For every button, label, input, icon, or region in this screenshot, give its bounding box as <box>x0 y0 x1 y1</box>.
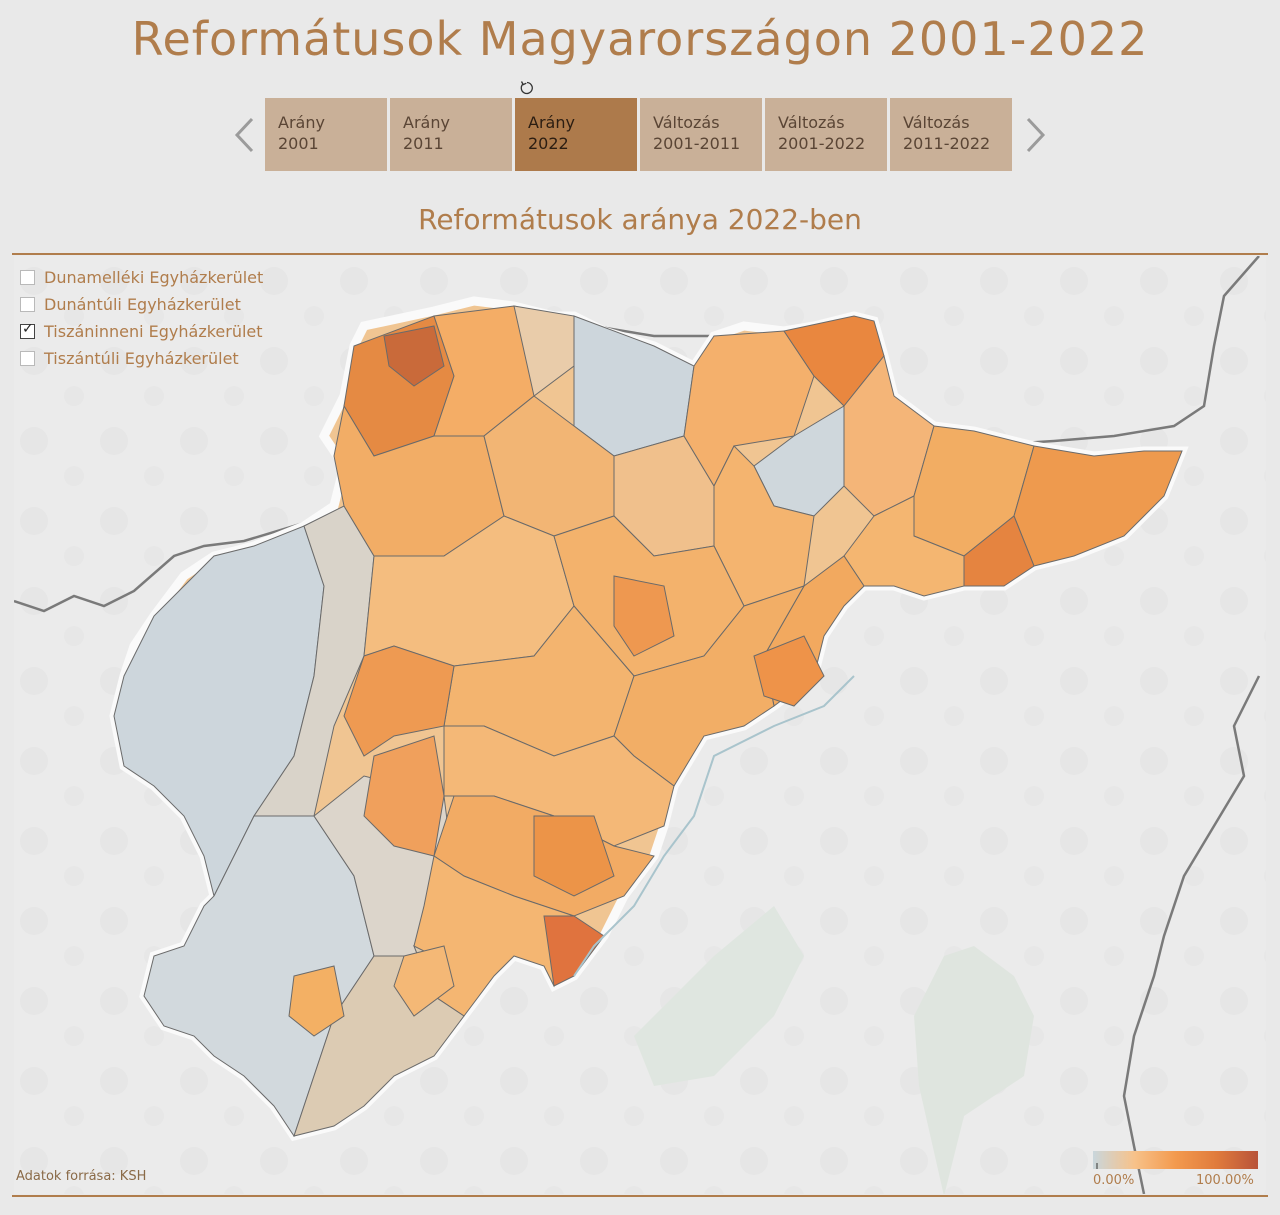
filter-dunantuli[interactable]: Dunántúli Egyházkerület <box>20 291 263 318</box>
country-border <box>1122 675 1261 1194</box>
map-title: Reformátusok aránya 2022-ben <box>418 203 862 236</box>
municipality-area[interactable] <box>288 965 345 1037</box>
check-icon: ✓ <box>22 321 34 337</box>
reset-icon[interactable] <box>519 80 535 96</box>
filter-dunamelleki[interactable]: Dunamelléki Egyházkerület <box>20 264 263 291</box>
municipality-area[interactable] <box>393 945 455 1017</box>
municipality-area-highest[interactable] <box>543 915 605 987</box>
data-source: Adatok forrása: KSH <box>16 1169 147 1184</box>
chevron-right-icon[interactable] <box>1024 116 1048 154</box>
basemap-forest <box>914 946 1034 1194</box>
checkbox[interactable] <box>20 351 35 366</box>
tab-valtozas-2011-2022[interactable]: Változás 2011-2022 <box>890 98 1012 171</box>
scale-max-label: 100.00% <box>1196 1173 1254 1188</box>
checkbox[interactable] <box>20 297 35 312</box>
filter-tiszantuli[interactable]: Tiszántúli Egyházkerület <box>20 345 263 372</box>
district-filter: Dunamelléki Egyházkerület Dunántúli Egyh… <box>20 264 263 372</box>
tab-valtozas-2001-2011[interactable]: Változás 2001-2011 <box>640 98 762 171</box>
chevron-left-icon[interactable] <box>232 116 256 154</box>
divider-bottom <box>12 1195 1268 1197</box>
basemap-forest <box>634 906 804 1086</box>
checkbox[interactable] <box>20 270 35 285</box>
tab-valtozas-2001-2022[interactable]: Változás 2001-2022 <box>765 98 887 171</box>
tab-arany-2001[interactable]: Arány 2001 <box>265 98 387 171</box>
municipality-area-high[interactable] <box>613 575 675 657</box>
checkbox-checked[interactable]: ✓ <box>20 321 35 339</box>
tab-arany-2011[interactable]: Arány 2011 <box>390 98 512 171</box>
municipality-area-high[interactable] <box>753 635 825 707</box>
page-title: Reformátusok Magyarországon 2001-2022 <box>131 12 1149 66</box>
choropleth-map[interactable] <box>14 256 1266 1194</box>
tab-arany-2022[interactable]: Arány 2022 <box>515 98 637 171</box>
river <box>573 675 855 977</box>
scale-min-label: 0.00% <box>1093 1173 1135 1188</box>
color-scale-legend <box>1093 1151 1258 1169</box>
municipality-polygons <box>113 305 1183 1138</box>
municipality-area-highest[interactable] <box>383 325 445 387</box>
divider-top <box>12 253 1268 255</box>
municipality-area-high[interactable] <box>533 815 615 897</box>
filter-tiszaninneni[interactable]: ✓ Tiszáninneni Egyházkerület <box>20 321 263 341</box>
municipality-area-high[interactable] <box>363 735 445 857</box>
municipality-area-high[interactable] <box>343 645 455 757</box>
